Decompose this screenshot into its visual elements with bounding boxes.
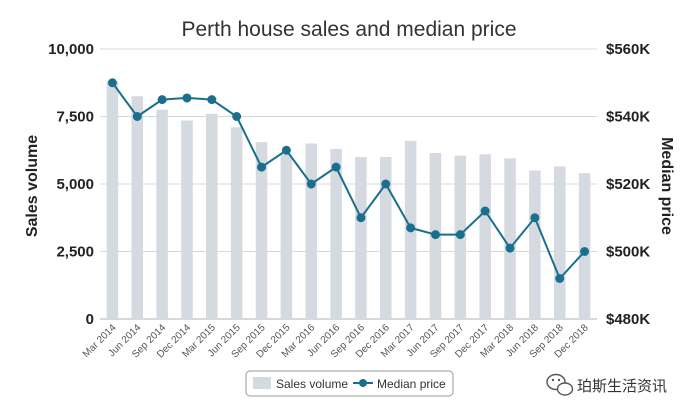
bar [529,170,541,319]
line-point [306,179,316,189]
line-point [232,112,242,121]
left-axis: 0 2,500 5,000 7,500 10,000 [48,41,94,328]
bar [156,109,168,319]
bar [230,127,243,319]
bar [131,96,144,319]
line-point [530,213,540,223]
legend-box [245,370,454,397]
wechat-icon [546,373,574,396]
line-point [381,179,391,189]
watermark-text: 珀斯生活资讯 [577,377,667,395]
left-tick-label: 10,000 [48,41,94,58]
legend-swatch-bar [253,377,271,389]
left-tick-label: 0 [86,311,94,328]
line-point [455,230,465,240]
right-tick-label: $480K [606,311,650,328]
line-point [182,93,192,103]
line-point [406,223,416,233]
right-tick-label: $540K [606,109,650,126]
bar [355,157,367,319]
legend-label-median-price: Median price [377,377,446,391]
left-tick-label: 2,500 [56,244,94,261]
bar [479,154,491,319]
bar-series [106,81,591,320]
legend-item-median-price[interactable]: Median price [353,377,446,391]
bar [380,157,392,319]
right-tick-label: $520K [606,176,650,193]
line-point [580,247,590,256]
line-series [107,78,590,283]
left-tick-label: 5,000 [56,176,94,193]
watermark: 珀斯生活资讯 [546,373,667,396]
line-point [356,213,366,223]
bar [578,173,591,319]
chart-title: Perth house sales and median price [181,18,516,41]
legend-swatch-marker [359,379,367,387]
bar [255,142,268,319]
gridlines [100,48,597,320]
bar [181,120,193,319]
line-point [207,95,217,105]
legend-item-sales-volume[interactable]: Sales volume [253,377,348,391]
left-axis-title: Sales volume [24,135,41,237]
line-point [257,162,267,172]
bar [330,148,342,319]
bar [504,158,516,319]
bar [206,113,218,319]
bar [106,81,119,320]
legend-label-sales-volume: Sales volume [276,377,348,391]
bar [305,143,317,319]
right-tick-label: $560K [606,41,650,58]
right-axis: $480K $500K $520K $540K $560K [606,41,650,328]
line-point [430,230,440,240]
line-point [107,78,117,88]
right-axis-title: Median price [658,137,675,235]
line-point [281,145,291,155]
line-point [505,243,515,253]
left-tick-label: 7,500 [56,109,94,126]
bar [553,166,566,319]
line-point [132,112,142,121]
line-point [331,162,341,172]
right-tick-label: $500K [606,244,650,261]
line-point [555,274,565,283]
legend: Sales volume Median price [245,370,454,397]
line-point [157,95,167,105]
bar [280,154,293,319]
line-point [480,206,490,216]
